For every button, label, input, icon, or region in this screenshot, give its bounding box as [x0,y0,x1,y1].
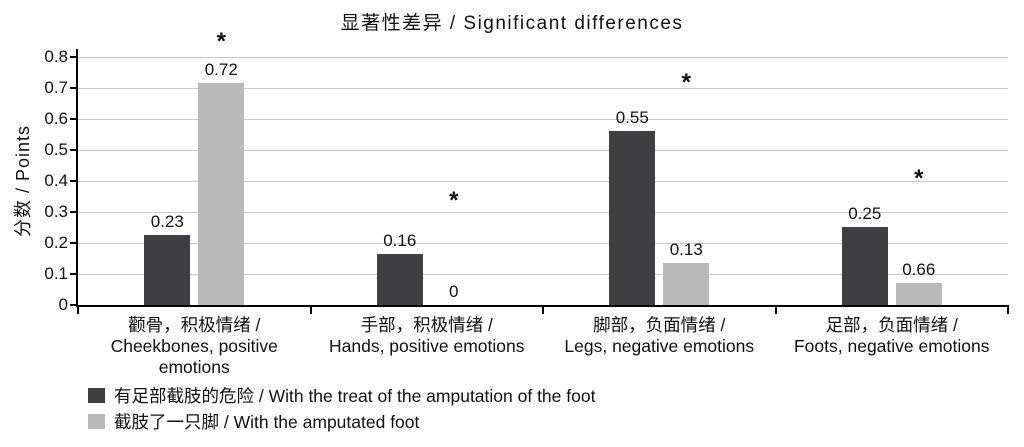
gridline [78,211,1008,213]
x-category-label-line: Hands, positive emotions [328,336,525,356]
bar-value-label: 0.13 [669,240,703,260]
y-tick-mark [70,242,77,244]
y-tick-mark [70,149,77,151]
y-tick-label: 0.6 [44,109,68,128]
y-tick-label: 0.4 [44,171,68,190]
bar [663,263,710,305]
gridline [78,149,1008,151]
y-tick-label: 0.2 [44,233,68,252]
bar [376,253,423,305]
bar-value-label: 0.66 [902,260,936,280]
legend-swatch [88,387,105,403]
x-category-label: 手部，积极情绪 / Hands, positive emotions [299,315,556,357]
y-axis-line [76,49,78,307]
legend: 有足部截肢的危险 / With the treat of the amputat… [88,384,595,436]
y-tick-label: 0.8 [44,47,68,66]
y-tick-label: 0 [58,295,68,314]
legend-label: 有足部截肢的危险 / With the treat of the amputat… [114,385,596,406]
gridline [78,56,1008,58]
x-category-label: 足部，负面情绪 / Foots, negative emotions [764,315,1021,357]
y-tick-label: 0.3 [44,202,68,221]
x-tick-mark [1007,305,1009,314]
bar [895,283,942,305]
x-tick-mark [774,305,777,314]
bar [841,226,888,305]
gridline [78,273,1008,275]
y-tick-label: 0.1 [44,264,68,283]
x-tick-mark [542,305,544,314]
y-tick-label: 0.5 [44,140,68,159]
y-tick-mark [70,118,77,120]
bar-value-label: 0.55 [615,108,649,128]
x-category-label-line: Legs, negative emotions [564,336,755,356]
bar-value-label: 0.72 [204,60,238,80]
y-tick-mark [70,211,77,213]
bar-value-label: 0.23 [150,212,184,232]
gridline [78,87,1008,89]
gridline [78,180,1008,182]
legend-row: 有足部截肢的危险 / With the treat of the amputat… [88,384,595,406]
gridline [78,118,1008,120]
y-tick-label: 0.7 [44,78,68,97]
significance-asterisk: * [216,28,226,56]
bar [609,131,656,305]
legend-label: 截肢了一只脚 / With the amputated foot [114,411,420,432]
bar-value-label: 0.16 [383,230,417,250]
legend-swatch [88,413,105,429]
x-category-label: 脚部，负面情绪 / Legs, negative emotions [531,315,788,357]
bar-value-label: 0 [449,282,459,301]
y-tick-mark [70,304,77,306]
bar [144,235,191,305]
x-category-label-line: Foots, negative emotions [793,336,990,356]
y-tick-mark [70,56,77,58]
x-category-label-line: 脚部，负面情绪 / [593,315,726,335]
gridline [78,242,1008,244]
x-tick-mark [309,305,312,314]
chart-title: 显著性差异 / Significant differences [340,13,684,34]
y-tick-mark [70,180,77,182]
y-tick-mark [70,273,77,275]
x-category-label: 颧骨，积极情绪 / Cheekbones, positive emotions [66,315,323,378]
x-category-label-line: 手部，积极情绪 / [360,315,493,335]
significance-asterisk: * [914,164,924,192]
legend-row: 截肢了一只脚 / With the amputated foot [88,410,595,432]
bar [198,83,245,305]
bar-value-label: 0.25 [848,203,882,223]
x-category-label-line: 颧骨，积极情绪 / [128,315,261,335]
x-category-label-line: Cheekbones, positive [110,336,278,356]
y-tick-mark [70,87,77,89]
significance-asterisk: * [681,68,691,96]
x-category-label-line: emotions [158,357,230,377]
x-category-label-line: 足部，负面情绪 / [825,315,958,335]
x-tick-mark [77,305,79,314]
significance-asterisk: * [449,186,459,214]
